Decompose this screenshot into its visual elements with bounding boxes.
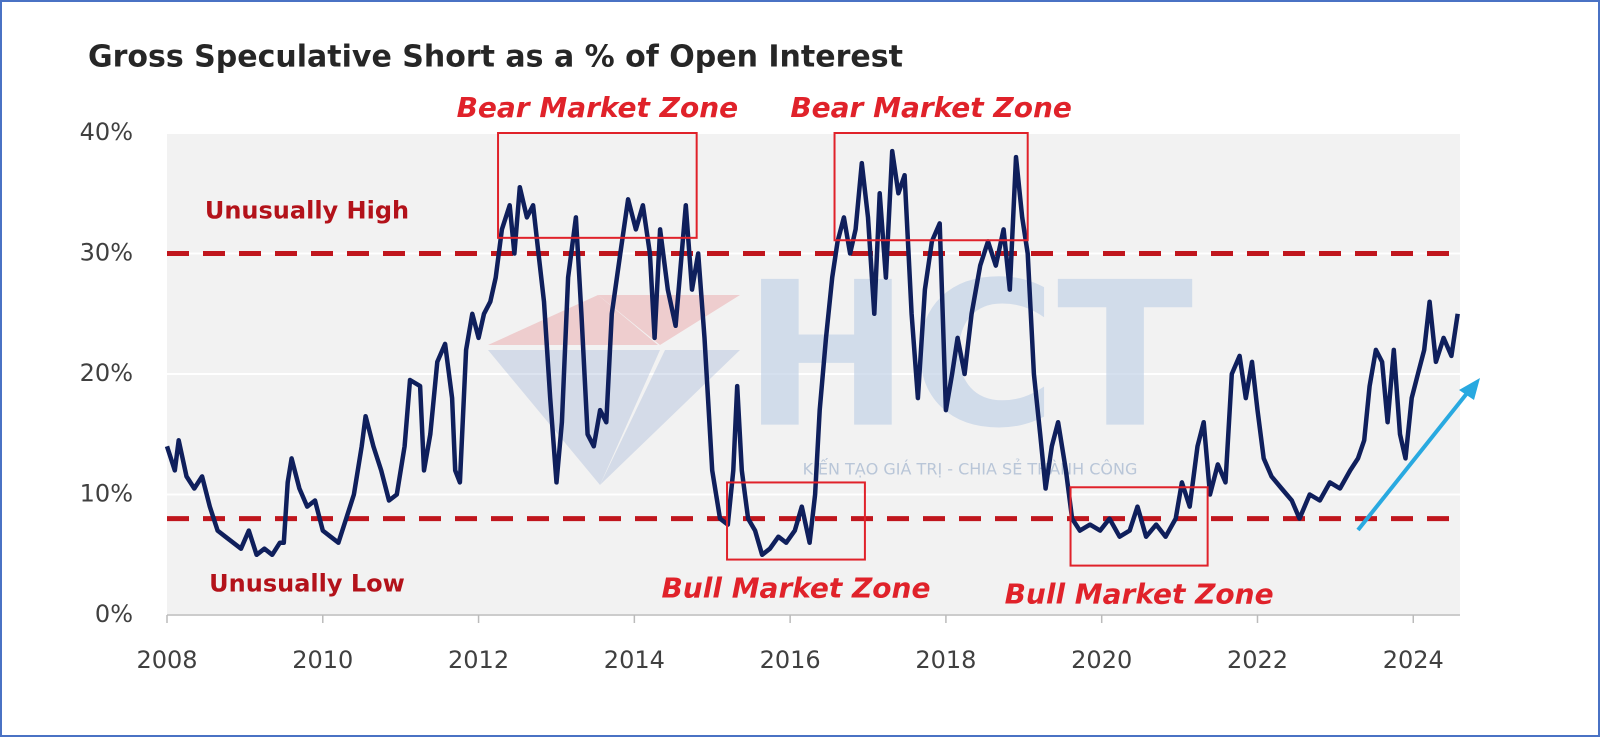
y-tick-label: 10%: [80, 480, 133, 508]
x-tick-label: 2016: [760, 646, 821, 674]
zone-label: Bull Market Zone: [661, 572, 930, 605]
x-tick-label: 2010: [292, 646, 353, 674]
zone-box: [726, 481, 866, 561]
reference-label: Unusually Low: [209, 570, 405, 598]
plot-area: 0% 10% 20% 30% 40% 2008 2010 2012 2014 2016 2018 20…: [80, 118, 1460, 674]
y-tick-label: 40%: [80, 118, 133, 146]
data-line: [164, 148, 1460, 558]
y-tick-label: 0%: [95, 600, 133, 628]
logo-shape: [488, 350, 660, 485]
x-tick-label: 2014: [604, 646, 665, 674]
x-tick-label: 2024: [1383, 646, 1444, 674]
x-tick-label: 2022: [1227, 646, 1288, 674]
logo-shape: [598, 295, 740, 345]
zone-label: Bull Market Zone: [1005, 578, 1274, 611]
x-tick-label: 2008: [136, 646, 197, 674]
logo-shape: [488, 295, 658, 345]
zone-label: Bear Market Zone: [790, 91, 1072, 124]
x-tick-label: 2020: [1071, 646, 1132, 674]
y-tick-label: 20%: [80, 359, 133, 387]
trend-arrow: [1356, 390, 1470, 532]
reference-label: Unusually High: [205, 197, 409, 225]
zone-label: Bear Market Zone: [457, 91, 739, 124]
overlay: Unusually High Unusually Low Bear Market Z…: [164, 91, 1460, 611]
chart-title: Gross Speculative Short as a % of Open I…: [88, 40, 903, 75]
zone-box: [497, 132, 698, 239]
y-tick-label: 30%: [80, 239, 133, 267]
x-tick-label: 2018: [915, 646, 976, 674]
zone-box: [1069, 486, 1209, 567]
x-tick-label: 2012: [448, 646, 509, 674]
zone-box: [833, 132, 1029, 242]
watermark-tagline: KIẾN TẠO GIÁ TRỊ - CHIA SẺ THÀNH CÔNG: [803, 458, 1138, 479]
trend-arrow-head: [1459, 378, 1480, 400]
